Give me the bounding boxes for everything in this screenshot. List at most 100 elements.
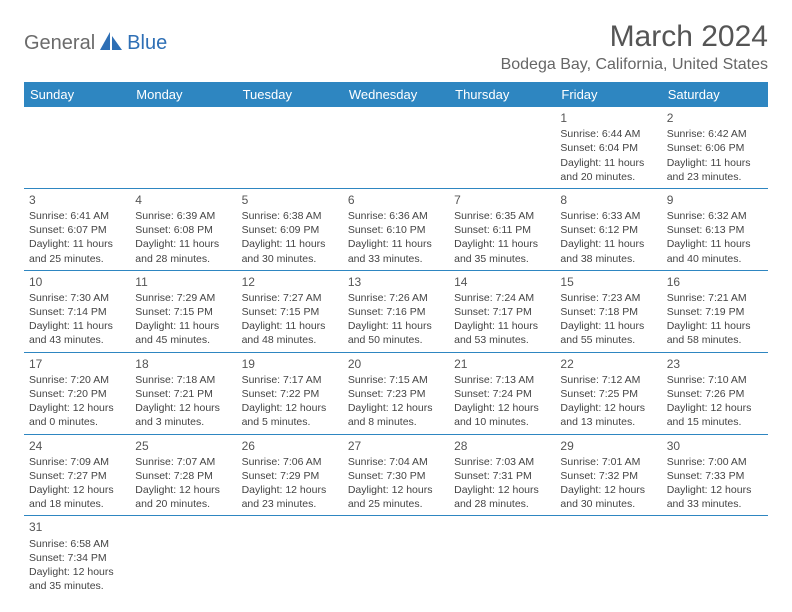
day-sunset: Sunset: 7:34 PM [29,551,125,565]
day-daylight: Daylight: 11 hours and 40 minutes. [667,237,763,265]
calendar-cell: 10Sunrise: 7:30 AMSunset: 7:14 PMDayligh… [24,270,130,352]
calendar-cell [237,107,343,188]
day-sunrise: Sunrise: 7:30 AM [29,291,125,305]
day-sunrise: Sunrise: 6:33 AM [560,209,656,223]
day-number: 15 [560,274,656,290]
day-sunset: Sunset: 7:14 PM [29,305,125,319]
weekday-header: Sunday [24,82,130,107]
day-sunrise: Sunrise: 7:27 AM [242,291,338,305]
day-sunset: Sunset: 7:16 PM [348,305,444,319]
day-number: 28 [454,438,550,454]
day-number: 6 [348,192,444,208]
sail-icon [98,30,124,57]
day-number: 31 [29,519,125,535]
calendar-cell: 14Sunrise: 7:24 AMSunset: 7:17 PMDayligh… [449,270,555,352]
day-sunset: Sunset: 7:15 PM [242,305,338,319]
calendar-table: SundayMondayTuesdayWednesdayThursdayFrid… [24,82,768,597]
day-number: 23 [667,356,763,372]
day-sunset: Sunset: 7:30 PM [348,469,444,483]
day-sunrise: Sunrise: 7:03 AM [454,455,550,469]
day-sunrise: Sunrise: 7:17 AM [242,373,338,387]
day-sunset: Sunset: 6:04 PM [560,141,656,155]
calendar-cell [130,107,236,188]
day-sunrise: Sunrise: 6:58 AM [29,537,125,551]
day-sunrise: Sunrise: 6:32 AM [667,209,763,223]
day-sunrise: Sunrise: 7:00 AM [667,455,763,469]
calendar-cell: 4Sunrise: 6:39 AMSunset: 6:08 PMDaylight… [130,188,236,270]
day-sunrise: Sunrise: 7:12 AM [560,373,656,387]
day-sunrise: Sunrise: 6:44 AM [560,127,656,141]
day-sunrise: Sunrise: 7:07 AM [135,455,231,469]
day-number: 4 [135,192,231,208]
calendar-cell: 24Sunrise: 7:09 AMSunset: 7:27 PMDayligh… [24,434,130,516]
day-sunrise: Sunrise: 7:15 AM [348,373,444,387]
day-daylight: Daylight: 11 hours and 25 minutes. [29,237,125,265]
calendar-header-row: SundayMondayTuesdayWednesdayThursdayFrid… [24,82,768,107]
day-number: 8 [560,192,656,208]
day-number: 5 [242,192,338,208]
day-number: 3 [29,192,125,208]
logo-text-general: General [24,32,95,55]
day-daylight: Daylight: 12 hours and 3 minutes. [135,401,231,429]
calendar-cell: 23Sunrise: 7:10 AMSunset: 7:26 PMDayligh… [662,352,768,434]
day-sunset: Sunset: 7:31 PM [454,469,550,483]
weekday-header: Tuesday [237,82,343,107]
calendar-cell: 12Sunrise: 7:27 AMSunset: 7:15 PMDayligh… [237,270,343,352]
calendar-cell: 9Sunrise: 6:32 AMSunset: 6:13 PMDaylight… [662,188,768,270]
day-daylight: Daylight: 11 hours and 48 minutes. [242,319,338,347]
day-daylight: Daylight: 12 hours and 5 minutes. [242,401,338,429]
day-daylight: Daylight: 12 hours and 25 minutes. [348,483,444,511]
day-number: 1 [560,110,656,126]
day-daylight: Daylight: 11 hours and 53 minutes. [454,319,550,347]
calendar-cell: 3Sunrise: 6:41 AMSunset: 6:07 PMDaylight… [24,188,130,270]
day-number: 9 [667,192,763,208]
day-sunset: Sunset: 7:33 PM [667,469,763,483]
day-daylight: Daylight: 12 hours and 23 minutes. [242,483,338,511]
calendar-cell: 25Sunrise: 7:07 AMSunset: 7:28 PMDayligh… [130,434,236,516]
day-sunrise: Sunrise: 7:26 AM [348,291,444,305]
day-number: 13 [348,274,444,290]
calendar-cell: 19Sunrise: 7:17 AMSunset: 7:22 PMDayligh… [237,352,343,434]
day-number: 20 [348,356,444,372]
day-sunset: Sunset: 7:15 PM [135,305,231,319]
day-sunset: Sunset: 7:19 PM [667,305,763,319]
day-daylight: Daylight: 11 hours and 58 minutes. [667,319,763,347]
calendar-cell [662,516,768,597]
calendar-cell: 16Sunrise: 7:21 AMSunset: 7:19 PMDayligh… [662,270,768,352]
day-number: 24 [29,438,125,454]
logo: General Blue [24,20,167,57]
calendar-cell: 8Sunrise: 6:33 AMSunset: 6:12 PMDaylight… [555,188,661,270]
calendar-cell: 7Sunrise: 6:35 AMSunset: 6:11 PMDaylight… [449,188,555,270]
day-daylight: Daylight: 11 hours and 20 minutes. [560,156,656,184]
day-daylight: Daylight: 12 hours and 18 minutes. [29,483,125,511]
weekday-header: Wednesday [343,82,449,107]
day-number: 25 [135,438,231,454]
page-title: March 2024 [501,20,768,54]
day-daylight: Daylight: 11 hours and 30 minutes. [242,237,338,265]
day-sunset: Sunset: 7:17 PM [454,305,550,319]
day-sunset: Sunset: 7:24 PM [454,387,550,401]
calendar-cell: 5Sunrise: 6:38 AMSunset: 6:09 PMDaylight… [237,188,343,270]
day-daylight: Daylight: 12 hours and 30 minutes. [560,483,656,511]
calendar-cell: 31Sunrise: 6:58 AMSunset: 7:34 PMDayligh… [24,516,130,597]
day-daylight: Daylight: 11 hours and 23 minutes. [667,156,763,184]
day-daylight: Daylight: 11 hours and 45 minutes. [135,319,231,347]
calendar-cell [343,107,449,188]
day-sunset: Sunset: 6:06 PM [667,141,763,155]
header: General Blue March 2024 Bodega Bay, Cali… [24,20,768,74]
day-sunrise: Sunrise: 7:21 AM [667,291,763,305]
weekday-header: Friday [555,82,661,107]
day-sunrise: Sunrise: 7:24 AM [454,291,550,305]
calendar-cell [449,516,555,597]
day-number: 18 [135,356,231,372]
calendar-cell [343,516,449,597]
day-sunrise: Sunrise: 7:09 AM [29,455,125,469]
day-sunset: Sunset: 7:22 PM [242,387,338,401]
day-number: 14 [454,274,550,290]
day-daylight: Daylight: 12 hours and 28 minutes. [454,483,550,511]
day-number: 22 [560,356,656,372]
calendar-cell: 1Sunrise: 6:44 AMSunset: 6:04 PMDaylight… [555,107,661,188]
day-sunrise: Sunrise: 7:13 AM [454,373,550,387]
day-number: 12 [242,274,338,290]
day-sunset: Sunset: 6:12 PM [560,223,656,237]
